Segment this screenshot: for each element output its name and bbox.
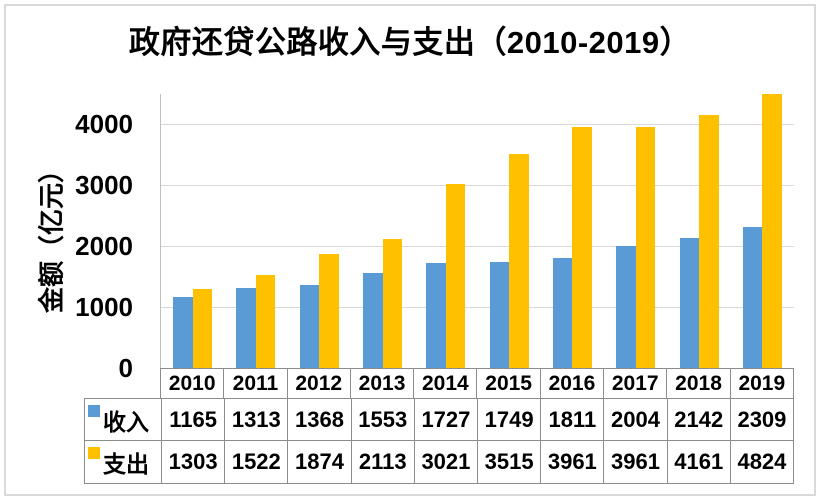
bar-income-2010	[173, 297, 193, 368]
bar-expense-2012	[319, 253, 339, 368]
value-cell-expense: 2113	[350, 441, 414, 483]
x-axis-label: 2010	[168, 371, 216, 395]
gridline	[161, 185, 794, 187]
bar-expense-2015	[509, 153, 529, 368]
bar-expense-2016	[572, 126, 592, 368]
table-row-income: 收入 1165 1313 1368 1553 1727 1749 1811 2004 2142 23…	[84, 398, 794, 441]
x-axis-label: 2012	[286, 369, 350, 398]
gridline	[161, 246, 794, 248]
x-axis-label: 2014	[413, 369, 476, 398]
bar-expense-2017	[635, 126, 656, 368]
value-cell-expense: 1522	[224, 441, 287, 483]
value-cell-income: 1553	[350, 399, 414, 440]
x-axis-row: 2010 2011 2012 2013 2014 2015 2016 2017 2018 2019	[160, 368, 794, 399]
y-tick-label: 1000	[75, 292, 133, 323]
bar-income-2012	[299, 284, 320, 368]
value-cell-income: 1368	[287, 399, 350, 440]
bar-expense-2018	[699, 114, 719, 368]
y-tick-label: 0	[118, 353, 133, 383]
value-cell-income: 2309	[729, 399, 793, 440]
y-tick-label: 4000	[75, 109, 133, 140]
gridline	[161, 124, 794, 126]
value-cell-income: 1749	[477, 399, 540, 440]
x-axis-label: 2015	[476, 369, 539, 398]
x-axis-label: 2016	[539, 369, 603, 398]
x-axis-label: 2019	[729, 369, 793, 398]
bar-income-2017	[616, 245, 636, 368]
bar-income-2013	[363, 273, 383, 368]
value-cell-expense: 1303	[161, 441, 224, 483]
bar-expense-2010	[192, 288, 213, 368]
bar-income-2014	[426, 262, 446, 368]
series-name-label: 支出	[103, 451, 149, 477]
x-axis-label: 2013	[349, 369, 413, 398]
bar-expense-2013	[382, 239, 403, 368]
chart-title: 政府还贷公路收入与支出（2010-2019）	[128, 25, 692, 60]
legend-swatch-expense	[88, 447, 100, 459]
series-name-label: 收入	[103, 408, 149, 435]
bar-income-2015	[489, 261, 510, 368]
legend-cell-income: 收入	[85, 399, 161, 440]
value-cell-income: 1727	[413, 399, 477, 440]
x-axis-label: 2011	[223, 369, 286, 398]
gridline	[161, 307, 794, 309]
value-cell-expense: 3961	[603, 441, 666, 483]
value-cell-income: 2004	[603, 399, 666, 440]
value-cell-expense: 3961	[540, 441, 603, 483]
value-cell-income: 2142	[666, 399, 730, 440]
value-cell-expense: 3021	[413, 441, 477, 483]
y-tick-label: 2000	[75, 231, 133, 262]
bar-income-2011	[236, 288, 256, 368]
plot-area	[160, 94, 794, 368]
value-cell-expense: 4824	[729, 441, 793, 483]
bar-income-2018	[679, 237, 700, 368]
x-axis-label: 2018	[666, 369, 729, 398]
bar-expense-2011	[255, 275, 276, 368]
value-cell-income: 1165	[161, 399, 224, 440]
table-row-expense: 支出 1303 1522 1874 2113 3021 3515 3961 3961 4161 48…	[84, 440, 794, 484]
legend-swatch-income	[88, 405, 100, 417]
legend-cell-expense: 支出	[85, 441, 161, 483]
bar-income-2019	[742, 227, 763, 368]
value-cell-expense: 4161	[666, 441, 730, 483]
value-cell-expense: 1874	[287, 441, 350, 483]
bar-expense-2014	[445, 184, 466, 368]
value-cell-income: 1313	[224, 399, 287, 440]
y-tick-label: 3000	[75, 170, 133, 201]
value-cell-expense: 3515	[477, 441, 540, 483]
x-axis-label: 2017	[603, 369, 666, 398]
bar-income-2016	[552, 257, 573, 368]
value-cell-income: 1811	[540, 399, 603, 440]
bar-expense-2019	[762, 94, 782, 368]
